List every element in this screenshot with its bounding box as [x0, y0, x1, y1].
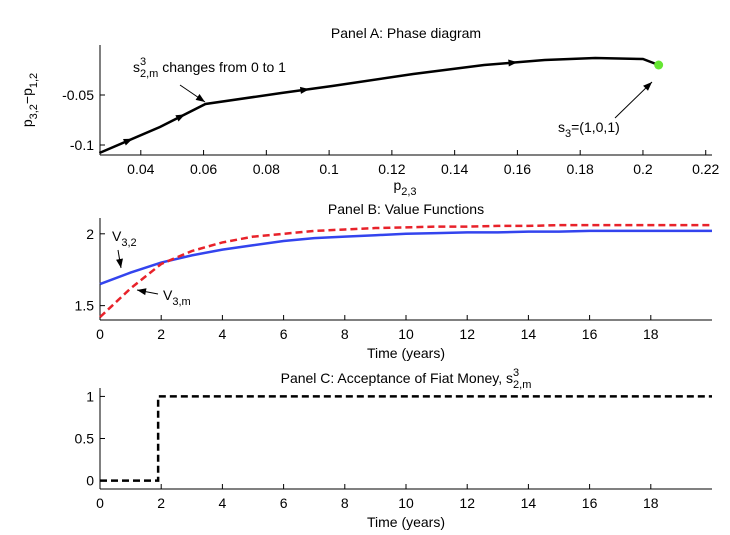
text-part: Panel C: Acceptance of Fiat Money, s	[281, 370, 513, 386]
x-tick-label: 8	[341, 326, 349, 342]
x-tick-label: 0.06	[190, 161, 217, 177]
arrow-head	[123, 138, 133, 146]
text-part: V	[163, 287, 173, 303]
x-tick-label: 0	[96, 495, 104, 511]
end-marker	[654, 60, 664, 70]
x-tick-label: 2	[157, 495, 165, 511]
text-part: Panel B: Value Functions	[328, 201, 484, 217]
text-part: 3,2	[28, 104, 40, 119]
panel-title: Panel C: Acceptance of Fiat Money, s3 2,m	[281, 367, 532, 391]
text-part: 3,2	[121, 237, 136, 249]
data-line	[100, 395, 712, 482]
x-tick-label: 6	[280, 326, 288, 342]
x-axis-label: Time (years)	[367, 345, 445, 361]
x-tick-label: 16	[582, 326, 598, 342]
x-tick-label: 18	[643, 326, 659, 342]
x-tick-label: 0.14	[441, 161, 468, 177]
panel-title: Panel B: Value Functions	[328, 201, 484, 217]
data-line	[99, 223, 712, 319]
text-part: 2,m	[513, 379, 531, 391]
y-tick-label: 0	[86, 473, 94, 489]
y-axis-label: p3,2−p1,2	[19, 73, 40, 127]
x-tick-label: 14	[521, 495, 537, 511]
x-tick-label: 10	[398, 326, 414, 342]
x-tick-label: 0.12	[378, 161, 405, 177]
text-part: 2,3	[401, 186, 416, 198]
panel-title: Panel A: Phase diagram	[331, 25, 481, 41]
text-part: 3,m	[172, 296, 190, 308]
y-tick-label: 0.5	[75, 431, 95, 447]
arrow-head	[299, 86, 310, 94]
x-tick-label: 4	[219, 495, 227, 511]
text-part: −p	[19, 88, 35, 104]
x-tick-label: 16	[582, 495, 598, 511]
text-part: s	[558, 119, 565, 135]
annotation: s3 2,m changes from 0 to 1	[133, 56, 286, 80]
x-tick-label: 4	[219, 326, 227, 342]
x-tick-label: 0.18	[567, 161, 594, 177]
text-part: =(1,0,1)	[571, 119, 620, 135]
y-tick-label: 1.5	[75, 298, 95, 314]
x-tick-label: 12	[459, 495, 475, 511]
x-tick-label: 2	[157, 326, 165, 342]
arrow-head	[195, 94, 205, 102]
x-tick-label: 18	[643, 495, 659, 511]
x-tick-label: 0.04	[127, 161, 154, 177]
annotation: V3,m	[163, 287, 191, 308]
x-tick-label: 0	[96, 326, 104, 342]
text-part: Time (years)	[367, 345, 445, 361]
x-tick-label: 0.08	[253, 161, 280, 177]
x-axis-label: Time (years)	[367, 514, 445, 530]
arrow-head	[116, 258, 123, 268]
annotation: V3,2	[112, 228, 137, 249]
y-tick-label: -0.1	[70, 137, 94, 153]
x-tick-label: 0.22	[692, 161, 719, 177]
x-tick-label: 10	[398, 495, 414, 511]
x-axis-label: p2,3	[393, 177, 416, 198]
x-tick-label: 12	[459, 326, 475, 342]
text-part: 3	[513, 367, 519, 379]
text-part: Time (years)	[367, 514, 445, 530]
text-part: 1,2	[28, 73, 40, 88]
annotation: s3=(1,0,1)	[558, 119, 620, 140]
text-part: 3	[140, 56, 146, 68]
y-tick-label: 2	[86, 226, 94, 242]
text-part: changes from 0 to 1	[158, 59, 286, 75]
text-part: V	[112, 228, 122, 244]
x-tick-label: 6	[280, 495, 288, 511]
arrow-head	[508, 59, 518, 67]
arrow-head	[175, 114, 185, 122]
y-tick-label: 1	[86, 388, 94, 404]
text-part: Panel A: Phase diagram	[331, 25, 481, 41]
x-tick-label: 14	[521, 326, 537, 342]
text-part: 3	[565, 128, 571, 140]
text-part: p	[19, 119, 35, 127]
text-part: 2,m	[140, 68, 158, 80]
text-part: s	[133, 59, 140, 75]
arrow-head	[643, 82, 652, 91]
text-part: p	[393, 177, 401, 193]
x-tick-label: 0.1	[319, 161, 339, 177]
y-tick-label: -0.05	[62, 87, 94, 103]
x-tick-label: 8	[341, 495, 349, 511]
x-tick-label: 0.16	[504, 161, 531, 177]
data-line	[98, 56, 660, 155]
x-tick-label: 0.2	[633, 161, 653, 177]
data-line	[99, 229, 712, 286]
arrow-head	[137, 288, 147, 296]
